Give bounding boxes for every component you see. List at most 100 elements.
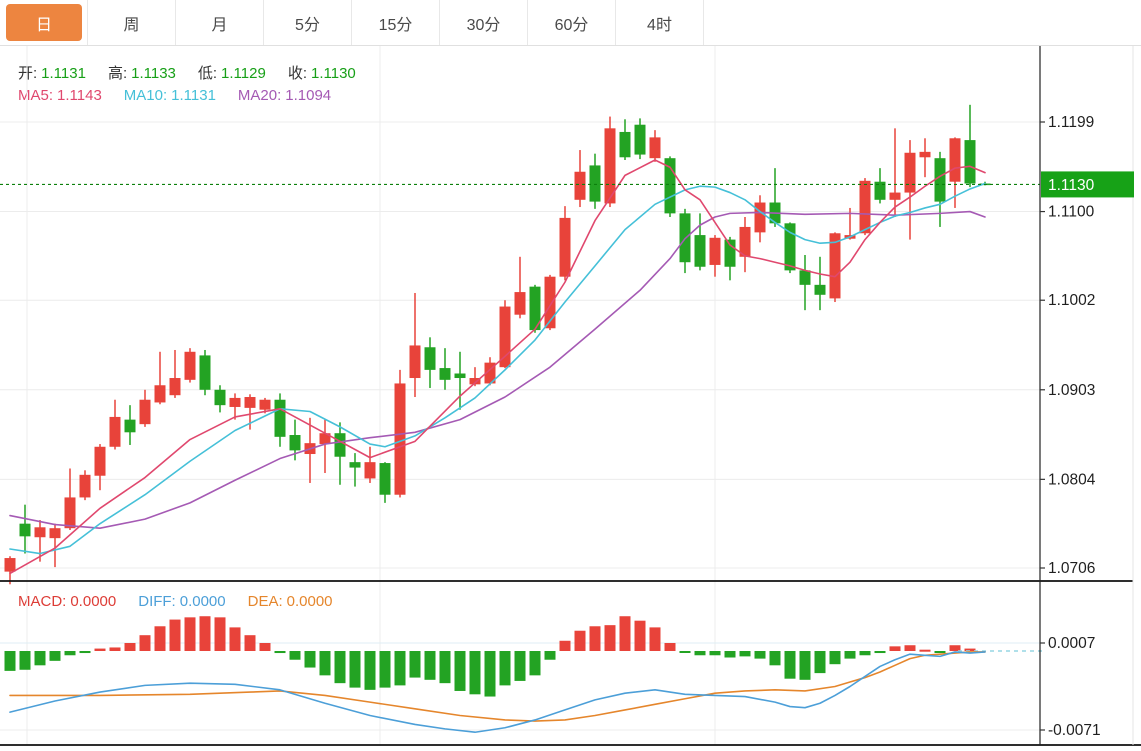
candle-up — [859, 180, 871, 234]
macd-bar-down — [469, 651, 481, 695]
ma10-line — [9, 182, 986, 555]
candle-down — [199, 355, 211, 390]
macd-bar-up — [919, 649, 931, 652]
macd-bar-down — [454, 651, 466, 691]
ma5-line — [9, 159, 986, 575]
macd-bar-down — [874, 651, 886, 654]
candle-down — [214, 389, 226, 406]
candle-down — [589, 165, 601, 202]
macd-bar-down — [859, 651, 871, 656]
macd-bar-up — [949, 645, 961, 651]
macd-tick-label: -0.0071 — [1048, 722, 1101, 739]
macd-bar-up — [889, 646, 901, 651]
candle-up — [4, 558, 16, 572]
macd-bar-up — [94, 648, 106, 651]
macd-bar-up — [169, 619, 181, 651]
macd-bar-down — [514, 651, 526, 681]
macd-bar-down — [334, 651, 346, 684]
candle-up — [649, 137, 661, 159]
candle-up — [499, 306, 511, 368]
legend-ohlc-value-1: 1.1133 — [131, 65, 176, 82]
macd-bar-up — [229, 627, 241, 651]
candle-up — [94, 446, 106, 476]
legend-ohlc-value-3: 1.1130 — [310, 65, 356, 82]
candle-down — [274, 399, 286, 437]
macd-bar-down — [529, 651, 541, 676]
macd-bar-down — [814, 651, 826, 674]
macd-bar-down — [709, 651, 721, 656]
macd-bar-up — [604, 625, 616, 651]
tab-timeframe-1[interactable]: 周 — [88, 0, 176, 45]
tab-timeframe-5[interactable]: 30分 — [440, 0, 528, 45]
macd-bar-down — [304, 651, 316, 668]
legend-ma-value-0: 1.1143 — [57, 87, 102, 104]
macd-bar-down — [784, 651, 796, 679]
macd-bar-up — [574, 630, 586, 651]
macd-bar-down — [424, 651, 436, 680]
candle-up — [154, 385, 166, 403]
macd-bar-down — [49, 651, 61, 661]
macd-bar-up — [619, 616, 631, 651]
legend-ma-label-1: MA10: — [123, 87, 168, 104]
candle-down — [619, 131, 631, 158]
macd-bar-down — [439, 651, 451, 684]
macd-bar-down — [289, 651, 301, 660]
tab-timeframe-7[interactable]: 4时 — [616, 0, 704, 45]
tab-timeframe-3[interactable]: 5分 — [264, 0, 352, 45]
dea-line — [9, 651, 986, 722]
macd-bar-up — [559, 640, 571, 651]
macd-bar-down — [739, 651, 751, 657]
macd-bar-down — [829, 651, 841, 665]
candle-down — [724, 239, 736, 267]
candle-down — [784, 223, 796, 271]
legend-ma-value-1: 1.1131 — [171, 87, 216, 104]
candle-up — [604, 128, 616, 204]
macd-tick-label: 0.0007 — [1048, 635, 1095, 652]
macd-bar-down — [274, 651, 286, 654]
macd-bar-up — [214, 617, 226, 651]
legend-ohlc-label-2: 低: — [197, 65, 218, 82]
macd-bar-down — [754, 651, 766, 659]
legend-macd-value-1: 0.0000 — [179, 593, 226, 610]
price-tick-label: 1.1199 — [1048, 114, 1094, 131]
legend-ohlc-value-0: 1.1131 — [41, 65, 86, 82]
candle-down — [529, 286, 541, 331]
legend-ma-value-2: 1.1094 — [285, 87, 332, 104]
macd-bar-down — [694, 651, 706, 656]
macd-bar-down — [484, 651, 496, 697]
current-price-tag-label: 1.1130 — [1048, 177, 1095, 194]
candle-up — [559, 217, 571, 277]
candle-up — [544, 276, 556, 329]
candle-down — [799, 270, 811, 285]
macd-bar-up — [124, 643, 136, 651]
tab-timeframe-0[interactable]: 日 — [0, 0, 88, 45]
ma20-line — [9, 210, 986, 529]
candle-up — [64, 497, 76, 529]
macd-bar-down — [499, 651, 511, 686]
tab-timeframe-4[interactable]: 15分 — [352, 0, 440, 45]
candle-up — [244, 397, 256, 408]
macd-bar-down — [64, 651, 76, 656]
candle-down — [349, 462, 361, 468]
legend-macd-item-2: DEA: 0.0000 — [248, 593, 337, 610]
tab-timeframe-2[interactable]: 月 — [176, 0, 264, 45]
candle-down — [634, 124, 646, 155]
macd-bar-down — [34, 651, 46, 666]
macd-bar-down — [319, 651, 331, 676]
tab-timeframe-6[interactable]: 60分 — [528, 0, 616, 45]
candle-up — [109, 416, 121, 447]
macd-legend: MACD: 0.0000 DIFF: 0.0000 DEA: 0.0000 — [18, 593, 355, 610]
macd-bar-up — [649, 627, 661, 651]
macd-bar-up — [199, 616, 211, 651]
macd-bar-down — [409, 651, 421, 678]
chart-area[interactable]: 1.1199 1.1100 1.1002 1.0903 1.0804 1.0706 0.00… — [0, 46, 1141, 751]
legend-ohlc-value-2: 1.1129 — [221, 65, 266, 82]
macd-bar-down — [679, 651, 691, 653]
candle-up — [469, 378, 481, 385]
candle-down — [289, 435, 301, 451]
legend-ohlc-label-1: 高: — [107, 65, 128, 82]
macd-bar-down — [544, 651, 556, 660]
macd-bar-down — [934, 651, 946, 653]
macd-bar-down — [724, 651, 736, 658]
tab-active-pill: 日 — [6, 4, 82, 41]
